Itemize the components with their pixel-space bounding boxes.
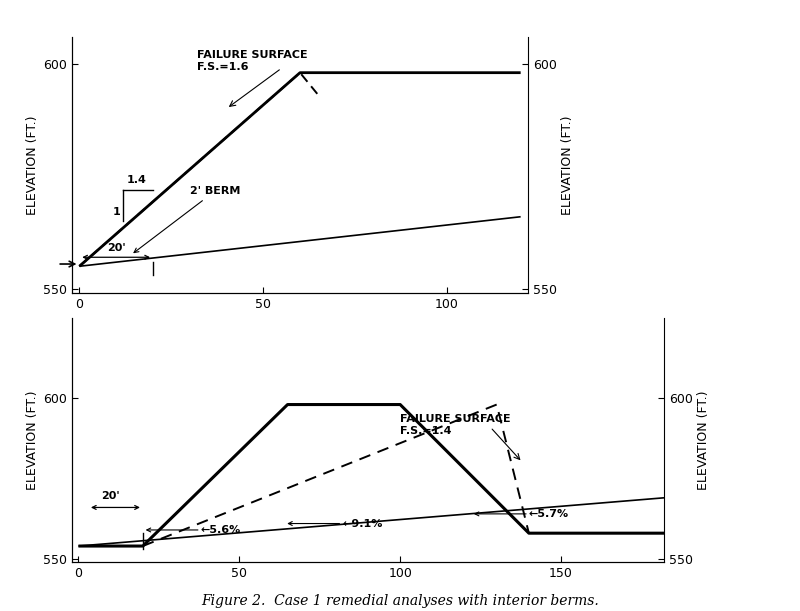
Y-axis label: ELEVATION (FT.): ELEVATION (FT.) (561, 115, 574, 214)
Text: FAILURE SURFACE
F.S.=1.4: FAILURE SURFACE F.S.=1.4 (400, 414, 510, 436)
Text: FAILURE SURFACE
F.S.=1.6: FAILURE SURFACE F.S.=1.6 (197, 50, 308, 71)
Y-axis label: ELEVATION (FT.): ELEVATION (FT.) (26, 390, 39, 489)
Text: 20': 20' (102, 491, 120, 501)
Text: 1.4: 1.4 (127, 175, 147, 185)
Text: 2' BERM: 2' BERM (134, 186, 240, 252)
Text: 1: 1 (113, 207, 120, 218)
Text: ←9.1%: ←9.1% (342, 519, 382, 529)
Text: 20': 20' (107, 243, 126, 253)
Text: ←5.6%: ←5.6% (201, 525, 241, 535)
Text: ←5.7%: ←5.7% (529, 509, 569, 519)
Y-axis label: ELEVATION (FT.): ELEVATION (FT.) (26, 115, 39, 214)
Text: Figure 2.  Case 1 remedial analyses with interior berms.: Figure 2. Case 1 remedial analyses with … (201, 594, 599, 608)
Y-axis label: ELEVATION (FT.): ELEVATION (FT.) (697, 390, 710, 489)
